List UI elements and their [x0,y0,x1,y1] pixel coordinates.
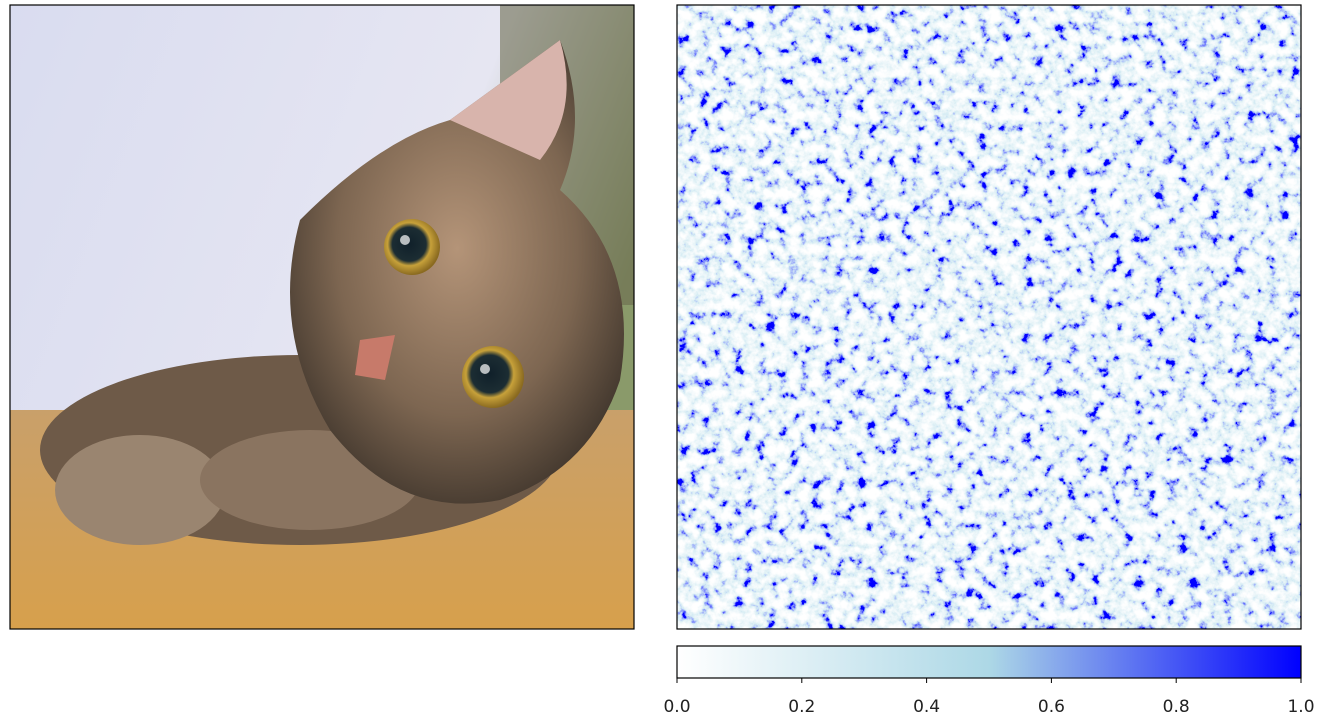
heatmap-cells [677,5,1301,629]
cat-photo [10,5,634,629]
colorbar-tick-label: 0.0 [663,697,690,716]
colorbar-tick-label: 0.6 [1038,697,1065,716]
colorbar-tick-label: 1.0 [1287,697,1314,716]
figure: 0.0 0.2 0.4 0.6 0.8 1.0 [0,0,1320,716]
page: 0.00.20.40.60.81.0 (() => { const data =… [0,0,1320,716]
colorbar: 0.0 0.2 0.4 0.6 0.8 1.0 [663,646,1314,716]
colorbar-tick-label: 0.2 [788,697,815,716]
heatmap [677,5,1301,629]
colorbar-gradient [677,646,1301,678]
colorbar-tick-label: 0.8 [1163,697,1190,716]
colorbar-tick-label: 0.4 [913,697,940,716]
